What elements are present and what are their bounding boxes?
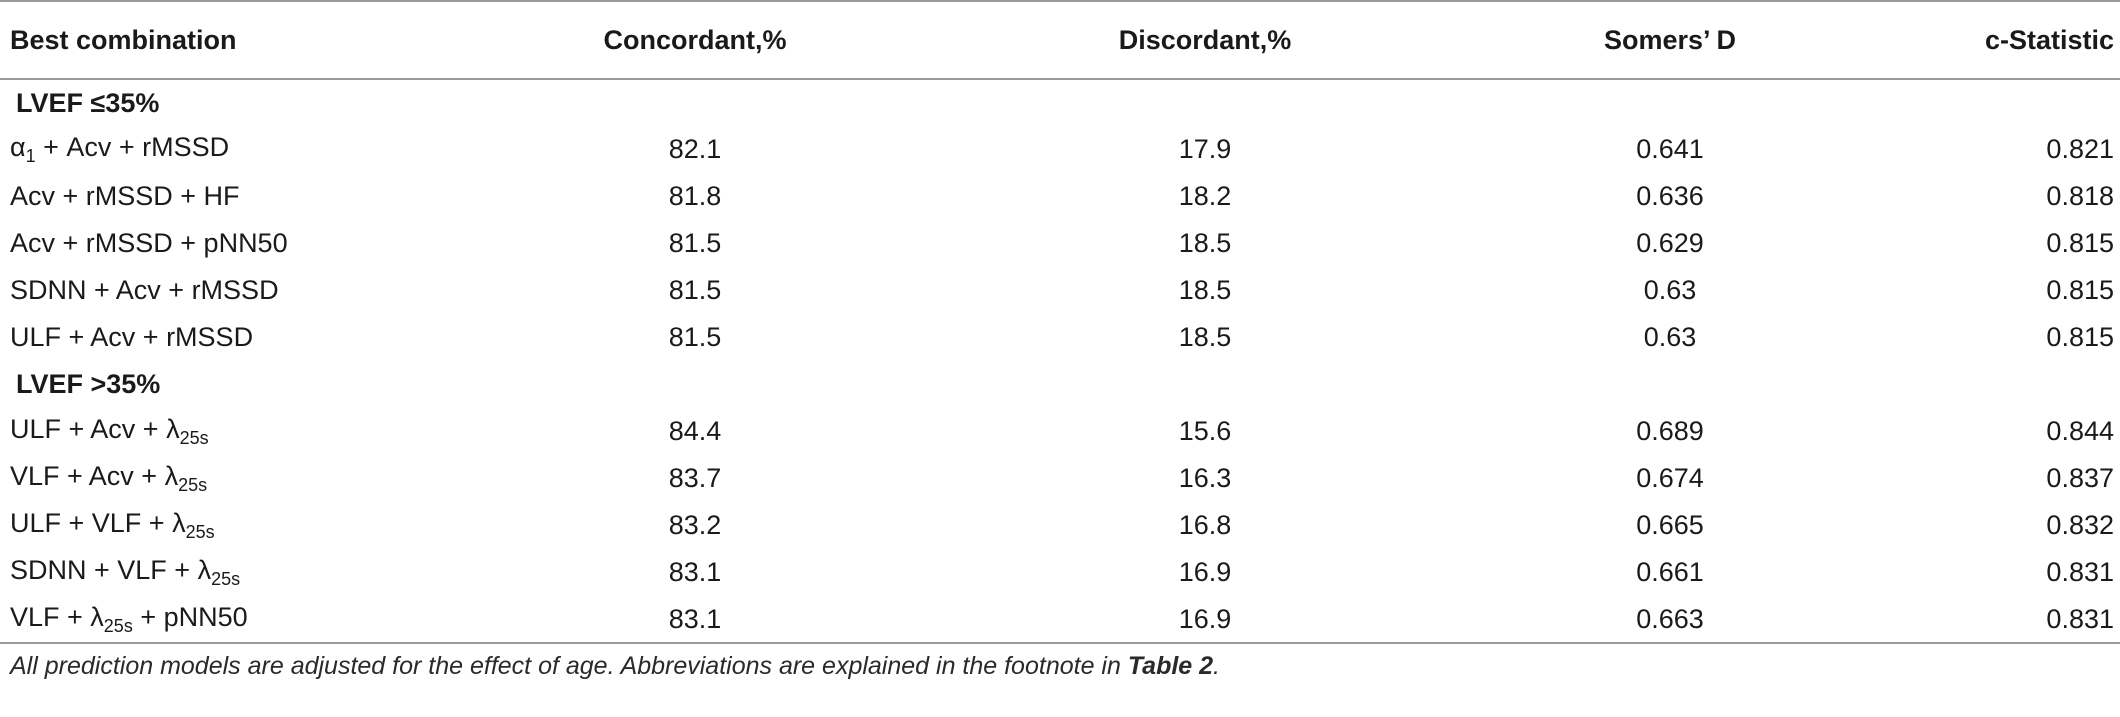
cell-c-statistic: 0.831	[2046, 557, 2114, 587]
cell-concordant: 84.4	[668, 416, 722, 446]
cell-best-combination: VLF + Acv + λ25s	[10, 461, 208, 495]
cell-somers-d: 0.641	[1636, 134, 1704, 164]
cell-best-combination: Acv + rMSSD + pNN50	[10, 228, 288, 258]
cell-discordant: 16.8	[1178, 510, 1232, 540]
cell-best-combination: ULF + Acv + rMSSD	[10, 322, 254, 352]
section-row: LVEF ≤35%	[0, 79, 2120, 126]
results-table: Best combination Concordant,% Discordant…	[0, 0, 2120, 644]
footnote-end: .	[1213, 652, 1220, 680]
footnote-table-reference: Table 2	[1127, 652, 1214, 680]
cell-best-combination: ULF + VLF + λ25s	[10, 508, 215, 542]
footnote-text: All prediction models are adjusted for t…	[10, 652, 1128, 680]
cell-best-combination: SDNN + VLF + λ25s	[10, 555, 241, 589]
cell-c-statistic: 0.815	[2046, 228, 2114, 258]
section-label: LVEF >35%	[16, 369, 161, 399]
cell-discordant: 18.2	[1178, 181, 1232, 211]
cell-somers-d: 0.663	[1460, 596, 1880, 644]
header-discordant: Discordant,%	[950, 0, 1460, 80]
table-row: Acv + rMSSD + HF 81.8 18.2 0.636 0.818	[0, 173, 2120, 220]
header-best-combination: Best combination	[0, 0, 440, 80]
cell-discordant: 18.5	[1178, 275, 1232, 305]
cell-c-statistic: 0.831	[1880, 596, 2120, 644]
table-row: ULF + Acv + λ25s 84.4 15.6 0.689 0.844	[0, 408, 2120, 455]
cell-concordant: 82.1	[668, 134, 722, 164]
results-table-container: Best combination Concordant,% Discordant…	[0, 0, 2120, 644]
table-row: ULF + VLF + λ25s 83.2 16.8 0.665 0.832	[0, 502, 2120, 549]
cell-somers-d: 0.665	[1636, 510, 1704, 540]
cell-best-combination: α1 + Acv + rMSSD	[10, 132, 230, 166]
table-body: LVEF ≤35% α1 + Acv + rMSSD 82.1 17.9 0.641 0.…	[0, 79, 2120, 644]
cell-c-statistic: 0.815	[2046, 275, 2114, 305]
header-somers-d: Somers’ D	[1460, 0, 1880, 80]
cell-best-combination: ULF + Acv + λ25s	[10, 414, 209, 448]
cell-somers-d: 0.636	[1636, 181, 1704, 211]
cell-discordant: 17.9	[1178, 134, 1232, 164]
table-row: SDNN + VLF + λ25s 83.1 16.9 0.661 0.831	[0, 549, 2120, 596]
header-concordant: Concordant,%	[440, 0, 950, 80]
cell-concordant: 81.5	[668, 322, 722, 352]
cell-somers-d: 0.63	[1643, 275, 1697, 305]
cell-best-combination: Acv + rMSSD + HF	[10, 181, 240, 211]
cell-discordant: 18.5	[1178, 322, 1232, 352]
cell-somers-d: 0.63	[1643, 322, 1697, 352]
cell-c-statistic: 0.832	[2046, 510, 2114, 540]
cell-c-statistic: 0.818	[2046, 181, 2114, 211]
header-row: Best combination Concordant,% Discordant…	[0, 0, 2120, 80]
cell-discordant: 18.5	[1178, 228, 1232, 258]
table-footnote: All prediction models are adjusted for t…	[10, 652, 1220, 681]
cell-somers-d: 0.674	[1636, 463, 1704, 493]
table-row: α1 + Acv + rMSSD 82.1 17.9 0.641 0.821	[0, 126, 2120, 173]
cell-c-statistic: 0.844	[2046, 416, 2114, 446]
cell-discordant: 16.9	[1178, 557, 1232, 587]
cell-somers-d: 0.689	[1636, 416, 1704, 446]
cell-discordant: 15.6	[1178, 416, 1232, 446]
cell-somers-d: 0.629	[1636, 228, 1704, 258]
cell-best-combination: SDNN + Acv + rMSSD	[10, 275, 279, 305]
cell-c-statistic: 0.821	[2046, 134, 2114, 164]
cell-concordant: 81.8	[668, 181, 722, 211]
table-header: Best combination Concordant,% Discordant…	[0, 0, 2120, 80]
cell-somers-d: 0.661	[1636, 557, 1704, 587]
cell-concordant: 81.5	[668, 275, 722, 305]
section-label: LVEF ≤35%	[16, 87, 160, 118]
header-c-statistic: c-Statistic	[1880, 0, 2120, 80]
table-row: Acv + rMSSD + pNN50 81.5 18.5 0.629 0.815	[0, 220, 2120, 267]
cell-concordant: 83.2	[668, 510, 722, 540]
table-row: VLF + λ25s + pNN50 83.1 16.9 0.663 0.831	[0, 596, 2120, 644]
table-row: VLF + Acv + λ25s 83.7 16.3 0.674 0.837	[0, 455, 2120, 502]
cell-c-statistic: 0.815	[2046, 322, 2114, 352]
cell-discordant: 16.9	[950, 596, 1460, 644]
section-row: LVEF >35%	[0, 361, 2120, 408]
cell-concordant: 83.1	[668, 557, 722, 587]
cell-best-combination: VLF + λ25s + pNN50	[0, 596, 440, 644]
cell-concordant: 83.7	[668, 463, 722, 493]
cell-c-statistic: 0.837	[2046, 463, 2114, 493]
cell-concordant: 83.1	[440, 596, 950, 644]
cell-discordant: 16.3	[1178, 463, 1232, 493]
table-row: ULF + Acv + rMSSD 81.5 18.5 0.63 0.815	[0, 314, 2120, 361]
table-row: SDNN + Acv + rMSSD 81.5 18.5 0.63 0.815	[0, 267, 2120, 314]
cell-concordant: 81.5	[668, 228, 722, 258]
